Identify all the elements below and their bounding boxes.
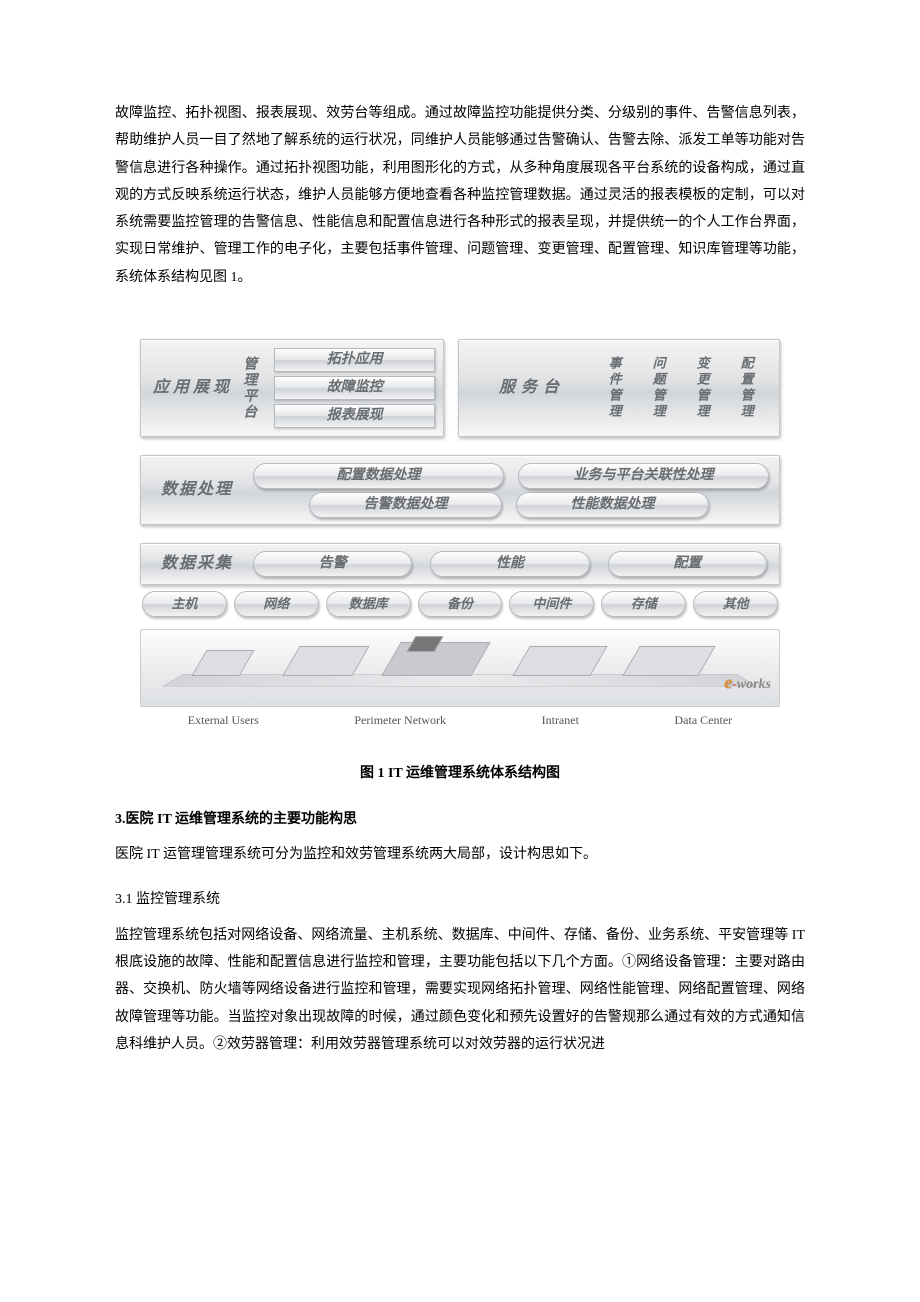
- tier2-panel: 数据处理 配置数据处理 业务与平台关联性处理 告警数据处理 性能数据处理: [140, 455, 780, 525]
- tier2-rows: 配置数据处理 业务与平台关联性处理 告警数据处理 性能数据处理: [253, 456, 779, 524]
- architecture-diagram: 应用展现 管理平台 拓扑应用 故障监控 报表展现 服务台 事件管理 问题管理 变…: [140, 339, 780, 732]
- infra-illustration: [141, 630, 779, 706]
- block-1: [191, 650, 254, 676]
- section-3-heading: 3.医院 IT 运维管理系统的主要功能构思: [115, 806, 805, 833]
- watermark-e: e: [724, 665, 732, 700]
- tier1-mgmt-platform-label: 管理平台: [235, 346, 262, 430]
- tier3-panel: 数据采集 告警 性能 配置: [140, 543, 780, 585]
- section-3-1-body: 监控管理系统包括对网络设备、网络流量、主机系统、数据库、中间件、存储、备份、业务…: [115, 922, 805, 1058]
- label-data-center: Data Center: [675, 709, 733, 732]
- tier1-right-columns: 事件管理 问题管理 变更管理 配置管理: [595, 346, 765, 430]
- tier3-row: 告警 性能 配置: [253, 551, 767, 577]
- tier1-servicedesk-label: 服务台: [469, 346, 595, 430]
- col-problem-mgmt: 问题管理: [639, 348, 677, 428]
- pill-config: 配置: [608, 551, 767, 577]
- tier2-row-bottom: 告警数据处理 性能数据处理: [253, 490, 769, 519]
- col-event-mgmt: 事件管理: [595, 348, 633, 428]
- label-perimeter-network: Perimeter Network: [354, 709, 446, 732]
- box-fault-monitor: 故障监控: [274, 376, 435, 400]
- section-3-intro: 医院 IT 运管理管理系统可分为监控和效劳管理系统两大局部，设计构思如下。: [115, 841, 805, 868]
- pill-config-data: 配置数据处理: [253, 463, 504, 489]
- section-3-1-heading: 3.1 监控管理系统: [115, 886, 805, 913]
- col-config-mgmt: 配置管理: [727, 348, 765, 428]
- tier2-row-top: 配置数据处理 业务与平台关联性处理: [253, 461, 769, 490]
- box-report: 报表展现: [274, 404, 435, 428]
- tier1: 应用展现 管理平台 拓扑应用 故障监控 报表展现 服务台 事件管理 问题管理 变…: [140, 339, 780, 437]
- pill-host: 主机: [142, 591, 227, 617]
- block-4: [512, 646, 607, 676]
- eworks-watermark: e-works: [724, 665, 771, 700]
- pill-alarm-data: 告警数据处理: [309, 492, 502, 518]
- pill-other: 其他: [693, 591, 778, 617]
- box-topology: 拓扑应用: [274, 348, 435, 372]
- label-external-users: External Users: [188, 709, 259, 732]
- tier2-label: 数据处理: [141, 456, 253, 524]
- tier1-left-panel: 应用展现 管理平台 拓扑应用 故障监控 报表展现: [140, 339, 444, 437]
- tier3b-row: 主机 网络 数据库 备份 中间件 存储 其他: [140, 591, 780, 621]
- pill-storage: 存储: [601, 591, 686, 617]
- pill-backup: 备份: [418, 591, 503, 617]
- pill-network: 网络: [234, 591, 319, 617]
- tier1-right-panel: 服务台 事件管理 问题管理 变更管理 配置管理: [458, 339, 780, 437]
- col-change-mgmt: 变更管理: [683, 348, 721, 428]
- block-2: [282, 646, 369, 676]
- tier3-label: 数据采集: [141, 548, 253, 579]
- intro-paragraph: 故障监控、拓扑视图、报表展现、效劳台等组成。通过故障监控功能提供分类、分级别的事…: [115, 100, 805, 291]
- watermark-rest: works: [737, 671, 771, 698]
- tier4-labels-row: External Users Perimeter Network Intrane…: [140, 709, 780, 732]
- tier4-infrastructure: e-works: [140, 629, 780, 707]
- pill-relation: 业务与平台关联性处理: [518, 463, 769, 489]
- block-5: [622, 646, 715, 676]
- pill-middleware: 中间件: [509, 591, 594, 617]
- label-intranet: Intranet: [542, 709, 579, 732]
- figure-caption: 图 1 IT 运维管理系统体系结构图: [115, 760, 805, 787]
- tier1-left-label: 应用展现: [151, 346, 235, 430]
- pill-database: 数据库: [326, 591, 411, 617]
- tier1-left-boxes: 拓扑应用 故障监控 报表展现: [262, 346, 437, 430]
- pill-performance: 性能: [430, 551, 589, 577]
- pill-alarm: 告警: [253, 551, 412, 577]
- pill-perf-data: 性能数据处理: [516, 492, 709, 518]
